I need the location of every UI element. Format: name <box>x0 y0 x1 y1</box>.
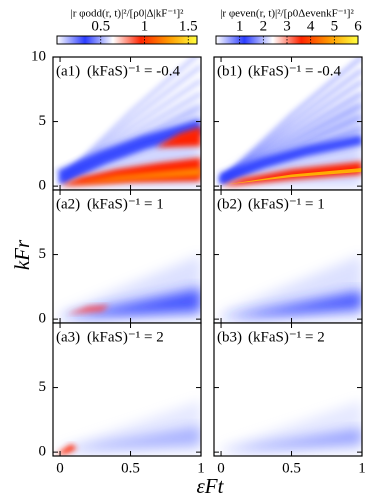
x-tick-label: 1 <box>197 460 205 476</box>
panel-parameter: (kFaS)⁻¹ = -0.4 <box>87 63 180 79</box>
y-tick-label: 5 <box>39 246 47 262</box>
y-tick-label: 5 <box>39 379 47 395</box>
heatmap-ridge <box>220 68 362 183</box>
heatmap-region <box>221 428 362 453</box>
panel-label: (b2) <box>217 196 242 212</box>
colorbar <box>56 35 198 45</box>
panel-label: (a2) <box>56 196 80 212</box>
panel-parameter: (kFaS)⁻¹ = 1 <box>87 196 164 212</box>
heatmap-ridge <box>219 134 362 184</box>
panel-parameter: (kFaS)⁻¹ = 1 <box>248 196 325 212</box>
y-tick-label: 0 <box>39 311 47 327</box>
panel-label: (b1) <box>217 63 242 79</box>
y-tick-label: 10 <box>31 48 46 64</box>
heatmap <box>53 190 201 323</box>
y-tick-label: 0 <box>39 178 47 194</box>
panel-label: (a3) <box>56 329 80 345</box>
heatmap-region <box>60 426 201 453</box>
colorbar-tick-label: 0.5 <box>91 18 110 34</box>
colorbar-tick-label: 6 <box>354 18 362 34</box>
x-tick-label: 1 <box>358 460 366 476</box>
colorbar-title: |r φeven(r, t)|²/[ρ0ΔevenkF⁻¹]² <box>220 8 354 20</box>
heatmap-region <box>55 444 77 455</box>
x-tick-label: 0 <box>217 460 225 476</box>
x-tick-label: 0.5 <box>121 460 140 476</box>
heatmap-region <box>221 290 362 320</box>
x-axis-label: εFt <box>197 474 225 498</box>
heatmap-ridge <box>220 80 362 183</box>
x-tick-label: 0 <box>56 460 64 476</box>
y-tick-label: 5 <box>39 113 47 129</box>
colorbar-tick-label: 1 <box>236 18 244 34</box>
panel-frame <box>52 322 202 457</box>
y-tick-label: 0 <box>39 444 47 460</box>
x-tick-label: 0.5 <box>282 460 301 476</box>
heatmap-ridge <box>219 57 362 183</box>
colorbar-tick-label: 3 <box>283 18 291 34</box>
heatmap <box>53 323 201 456</box>
heatmap-region <box>228 168 362 185</box>
panel-parameter: (kFaS)⁻¹ = -0.4 <box>248 63 341 79</box>
heatmap-ridge <box>57 119 201 184</box>
heatmap-region <box>155 126 201 148</box>
panel-parameter: (kFaS)⁻¹ = 2 <box>248 329 325 345</box>
colorbar-tick-label: 1 <box>141 18 149 34</box>
colorbar-tick-label: 5 <box>331 18 339 34</box>
heatmap-ridge <box>58 57 198 183</box>
heatmap-region <box>67 168 201 185</box>
colorbar-tick-label: 1.5 <box>179 18 198 34</box>
heatmap <box>214 190 362 323</box>
panel-frame <box>213 322 363 457</box>
heatmap <box>214 57 362 190</box>
heatmap-region <box>60 157 201 187</box>
colorbar-title: |r φodd(r, t)|²/[ρ0|Δ|kF⁻¹]² <box>71 8 185 20</box>
heatmap-region <box>67 304 110 314</box>
panel-label: (b3) <box>217 329 242 345</box>
y-axis-label: kFr <box>10 239 34 270</box>
heatmap <box>214 323 362 456</box>
colorbar-tick-label: 2 <box>260 18 268 34</box>
panel-parameter: (kFaS)⁻¹ = 2 <box>87 329 164 345</box>
panel-label: (a1) <box>56 63 80 79</box>
heatmap <box>53 57 201 190</box>
colorbar-tick-label: 4 <box>307 18 315 34</box>
